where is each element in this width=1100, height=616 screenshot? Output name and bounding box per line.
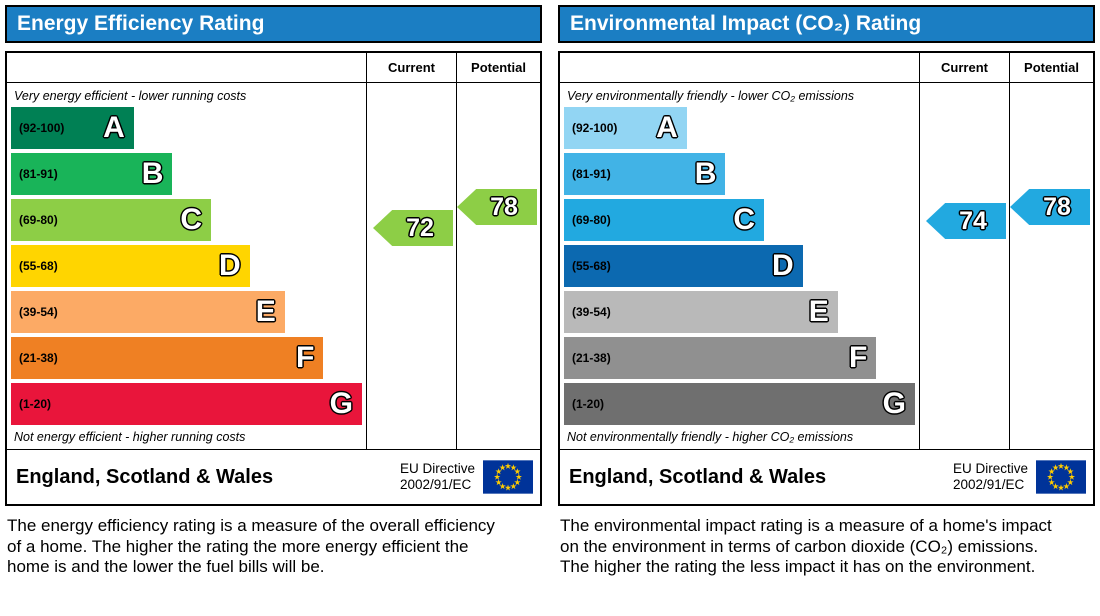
band-d-letter: D [772,249,794,282]
band-d: (55-68) D [11,245,250,287]
band-f-letter: F [849,341,868,374]
co2-panel-title: Environmental Impact (CO₂) Rating [570,12,922,35]
band-e-letter: E [808,295,829,328]
bottom-caption: Not energy efficient - higher running co… [14,430,246,444]
divider [558,43,1095,51]
eu-flag-icon [483,460,533,494]
band-b: (81-91) B [11,153,173,195]
band-g-range: (1-20) [572,397,605,411]
energy-rating-table: Current Potential Very energy efficient … [5,51,542,506]
band-a-letter: A [103,111,125,144]
energy-description: The energy efficiency rating is a measur… [7,516,495,577]
environmental-impact-panel: Environmental Impact (CO₂) Rating Curren… [558,5,1095,611]
divider [5,43,542,51]
region-label: England, Scotland & Wales [16,465,274,488]
rating-bands: (92-100) A (81-91) B (69-80) C (55-68) D [11,107,362,425]
rating-bands: (92-100) A (81-91) B (69-80) C (55-68) D [564,107,915,425]
band-d-range: (55-68) [19,259,58,273]
potential-column-header: Potential [456,53,540,83]
region-label: England, Scotland & Wales [569,465,827,488]
band-b-letter: B [141,157,164,190]
co2-band-chart: Very environmentally friendly - lower CO… [560,83,919,449]
top-caption: Very environmentally friendly - lower CO… [567,89,855,103]
band-c-range: (69-80) [19,213,58,227]
current-column-header: Current [919,53,1009,83]
band-b-letter: B [694,157,717,190]
current-rating-value: 74 [959,206,987,235]
potential-rating-column: 78 [456,83,540,449]
band-c-letter: C [733,203,756,236]
band-f-range: (21-38) [572,351,611,365]
potential-rating-column: 78 [1009,83,1093,449]
co2-rating-table: Current Potential Very environmentally f… [558,51,1095,506]
band-a: (92-100) A [564,107,687,149]
potential-rating-value: 78 [490,192,518,221]
band-g-letter: G [882,387,906,420]
potential-column-header: Potential [1009,53,1093,83]
eu-flag-icon [1036,460,1086,494]
eu-directive-line2: 2002/91/EC [399,477,472,492]
energy-efficiency-panel: Energy Efficiency Rating Current Potenti… [5,5,542,611]
band-a-range: (92-100) [572,121,618,135]
co2-title-bar: Environmental Impact (CO₂) Rating [558,5,1095,43]
bottom-caption: Not environmentally friendly - higher CO… [567,430,854,444]
band-f: (21-38) F [564,337,877,379]
band-g-range: (1-20) [19,397,52,411]
band-b-range: (81-91) [19,167,58,181]
potential-rating-value: 78 [1043,192,1071,221]
current-rating-column: 74 [919,83,1009,449]
band-e-range: (39-54) [19,305,58,319]
energy-panel-title: Energy Efficiency Rating [17,12,265,35]
eu-directive-label: EU Directive 2002/91/EC [400,461,475,492]
band-d: (55-68) D [564,245,803,287]
band-f-letter: F [296,341,315,374]
top-caption: Very energy efficient - lower running co… [14,89,247,103]
potential-rating-arrow: 78 [457,189,537,225]
energy-band-chart: Very energy efficient - lower running co… [7,83,366,449]
table-footer: England, Scotland & Wales EU Directive 2… [7,449,540,504]
band-c-range: (69-80) [572,213,611,227]
band-c-letter: C [180,203,203,236]
current-rating-column: 72 [366,83,456,449]
band-f-range: (21-38) [19,351,58,365]
band-d-range: (55-68) [572,259,611,273]
band-a-letter: A [656,111,678,144]
band-e: (39-54) E [11,291,285,333]
header-spacer-cell [560,53,919,83]
band-e-letter: E [255,295,276,328]
potential-rating-arrow: 78 [1010,189,1090,225]
co2-description: The environmental impact rating is a mea… [560,516,1052,577]
current-rating-value: 72 [406,213,434,242]
band-d-letter: D [219,249,241,282]
energy-title-bar: Energy Efficiency Rating [5,5,542,43]
band-c: (69-80) C [11,199,212,241]
eu-directive-line1: EU Directive [399,461,475,477]
eu-directive-label: EU Directive 2002/91/EC [953,461,1028,492]
eu-directive-line1: EU Directive [952,461,1028,477]
current-column-header: Current [366,53,456,83]
band-a-range: (92-100) [19,121,65,135]
band-a: (92-100) A [11,107,134,149]
header-spacer-cell [7,53,366,83]
eu-directive-line2: 2002/91/EC [952,477,1025,492]
band-c: (69-80) C [564,199,765,241]
band-b: (81-91) B [564,153,726,195]
current-rating-arrow: 74 [926,203,1006,239]
table-footer: England, Scotland & Wales EU Directive 2… [560,449,1093,504]
current-rating-arrow: 72 [373,210,453,246]
band-f: (21-38) F [11,337,324,379]
band-e: (39-54) E [564,291,838,333]
band-b-range: (81-91) [572,167,611,181]
band-g: (1-20) G [564,383,915,425]
band-g-letter: G [329,387,353,420]
band-g: (1-20) G [11,383,362,425]
band-e-range: (39-54) [572,305,611,319]
